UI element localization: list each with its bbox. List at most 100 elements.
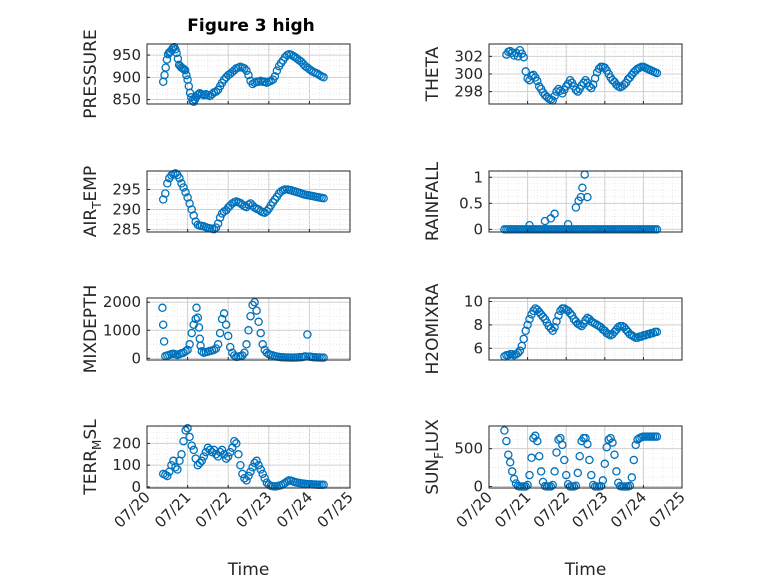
data-point [652,432,662,441]
data-point [242,476,251,485]
y-tick-label: 1 [473,168,483,186]
y-tick-label: 6 [473,339,483,357]
data-point [221,320,231,329]
data-point [171,169,180,178]
data-point [583,439,592,449]
data-point [159,337,169,346]
data-point [234,450,243,459]
data-point [581,315,590,325]
data-point [652,225,662,234]
data-point [158,303,167,313]
data-point [173,465,182,474]
y-axis-label: AIRTEMP [81,166,104,237]
y-axis-label: PRESSURE [81,29,101,118]
y-tick-label: 295 [112,180,141,198]
data-point [178,64,187,73]
data-point [507,467,517,476]
axes-box [488,170,683,233]
data-point [256,328,265,338]
data-point [236,460,245,470]
data-point [606,433,615,443]
y-tick-label: 10 [464,293,483,311]
x-tick-label: 07/25 [646,488,689,531]
data-point [538,312,548,321]
data-point [587,470,596,480]
data-point [523,320,532,330]
data-point [521,482,530,491]
y-axis-label: H2OMIXRA [423,283,443,374]
data-point [185,432,194,442]
data-point [529,306,538,316]
data-point [573,468,583,478]
x-tick-label: 07/23 [232,488,275,531]
data-point [319,73,328,82]
data-point [523,480,532,490]
data-point [531,431,540,441]
panel-pressure: 850 900 950 PRESSURE [81,29,351,119]
data-point [209,224,219,234]
data-point [631,440,640,450]
data-point [608,438,617,447]
data-point [181,188,190,197]
y-tick-label: 298 [454,83,483,101]
data-point [578,183,587,192]
data-point [217,314,227,324]
data-point [303,330,312,339]
y-tick-label: 500 [454,440,483,458]
data-point [581,433,590,443]
data-point [199,452,209,461]
data-point [652,327,662,337]
data-point [171,463,180,472]
data-point [571,85,581,95]
data-point [252,306,261,315]
grid [488,171,683,232]
data-point [161,189,170,198]
data-point [217,445,227,455]
y-axis-label: SUNFLUX [423,419,446,495]
data-point [172,48,181,58]
series-markers [158,297,328,362]
data-point [238,200,247,209]
y-axis-label: TERRMSL [81,419,104,496]
data-point [182,70,191,80]
data-point [585,455,594,465]
data-point [215,328,225,338]
data-point [533,76,542,86]
data-point [240,348,249,357]
y-tick-label: 850 [112,91,141,109]
y-tick-label: 8 [473,316,483,334]
data-point [548,480,557,490]
data-point [500,426,509,435]
data-point [525,314,534,324]
data-point [193,313,203,322]
data-point [185,340,194,349]
y-axis-label: THETA [423,46,443,102]
data-point [254,317,263,327]
data-point [252,456,261,466]
y-tick-label: 950 [112,46,141,64]
x-tick-label: 07/22 [530,488,573,531]
data-point [177,179,186,188]
data-point [195,458,205,468]
data-point [219,309,229,318]
panel-rainfall: 0 0.5 1 RAINFALL [423,161,683,241]
data-point [181,426,190,435]
y-tick-label: 1000 [103,321,141,339]
y-tick-label: 900 [112,68,141,86]
data-point [187,328,196,338]
data-point [583,192,592,202]
x-tick-label: 07/24 [607,488,650,531]
data-point [191,314,200,324]
y-tick-label: 0 [131,349,141,367]
series-markers [158,42,328,107]
data-point [181,347,190,356]
data-point [502,436,511,446]
data-point [515,346,525,355]
data-point [505,458,515,467]
data-point [183,423,192,433]
data-point [244,70,253,80]
data-point [242,340,251,349]
data-point [260,473,269,483]
